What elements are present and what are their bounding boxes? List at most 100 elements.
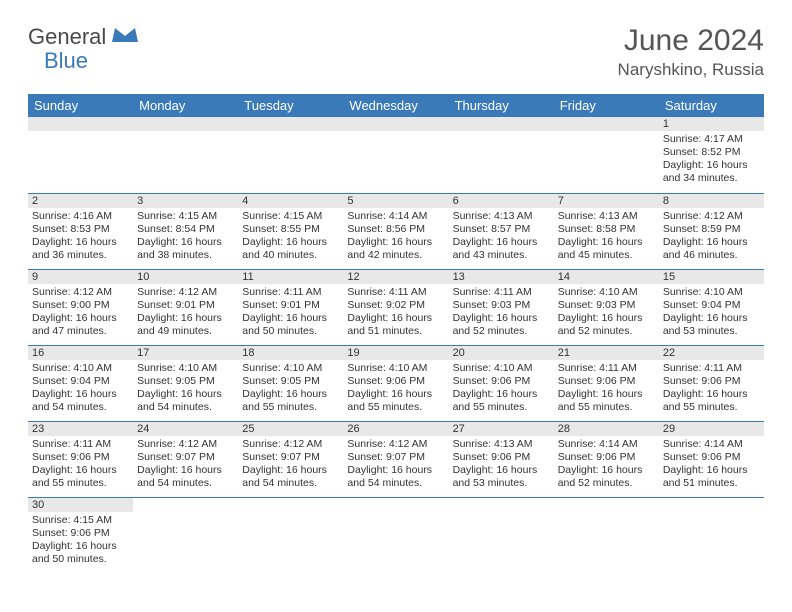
calendar-day-cell: 15Sunrise: 4:10 AMSunset: 9:04 PMDayligh… — [659, 269, 764, 345]
day-number: 13 — [449, 270, 554, 284]
sunrise-text: Sunrise: 4:13 AM — [558, 210, 655, 223]
day-number: 8 — [659, 194, 764, 208]
sunrise-text: Sunrise: 4:12 AM — [242, 438, 339, 451]
calendar-day-cell — [554, 497, 659, 573]
flag-icon — [112, 26, 138, 49]
sunset-text: Sunset: 8:59 PM — [663, 223, 760, 236]
sunset-text: Sunset: 9:02 PM — [347, 299, 444, 312]
sunrise-text: Sunrise: 4:15 AM — [242, 210, 339, 223]
daylight-text: Daylight: 16 hours and 53 minutes. — [453, 464, 550, 490]
day-number: 25 — [238, 422, 343, 436]
sunset-text: Sunset: 9:07 PM — [242, 451, 339, 464]
sunrise-text: Sunrise: 4:10 AM — [453, 362, 550, 375]
calendar-week-row: 2Sunrise: 4:16 AMSunset: 8:53 PMDaylight… — [28, 193, 764, 269]
day-number: 14 — [554, 270, 659, 284]
daylight-text: Daylight: 16 hours and 55 minutes. — [242, 388, 339, 414]
daylight-text: Daylight: 16 hours and 55 minutes. — [663, 388, 760, 414]
sunrise-text: Sunrise: 4:13 AM — [453, 210, 550, 223]
calendar-day-cell — [659, 497, 764, 573]
day-details: Sunrise: 4:15 AMSunset: 9:06 PMDaylight:… — [28, 512, 133, 569]
daylight-text: Daylight: 16 hours and 42 minutes. — [347, 236, 444, 262]
day-details: Sunrise: 4:14 AMSunset: 9:06 PMDaylight:… — [659, 436, 764, 493]
day-details: Sunrise: 4:12 AMSunset: 9:00 PMDaylight:… — [28, 284, 133, 341]
sunrise-text: Sunrise: 4:15 AM — [32, 514, 129, 527]
day-details: Sunrise: 4:11 AMSunset: 9:01 PMDaylight:… — [238, 284, 343, 341]
calendar-week-row: 9Sunrise: 4:12 AMSunset: 9:00 PMDaylight… — [28, 269, 764, 345]
calendar-day-cell — [343, 117, 448, 193]
day-number: 11 — [238, 270, 343, 284]
calendar-day-cell: 11Sunrise: 4:11 AMSunset: 9:01 PMDayligh… — [238, 269, 343, 345]
sunset-text: Sunset: 9:01 PM — [137, 299, 234, 312]
sunset-text: Sunset: 9:06 PM — [663, 375, 760, 388]
sunrise-text: Sunrise: 4:12 AM — [137, 438, 234, 451]
sunset-text: Sunset: 9:03 PM — [453, 299, 550, 312]
calendar-day-cell: 28Sunrise: 4:14 AMSunset: 9:06 PMDayligh… — [554, 421, 659, 497]
calendar-day-cell: 22Sunrise: 4:11 AMSunset: 9:06 PMDayligh… — [659, 345, 764, 421]
calendar-day-cell: 6Sunrise: 4:13 AMSunset: 8:57 PMDaylight… — [449, 193, 554, 269]
daylight-text: Daylight: 16 hours and 52 minutes. — [453, 312, 550, 338]
calendar-day-cell — [343, 497, 448, 573]
calendar-day-cell: 2Sunrise: 4:16 AMSunset: 8:53 PMDaylight… — [28, 193, 133, 269]
daylight-text: Daylight: 16 hours and 53 minutes. — [663, 312, 760, 338]
day-details: Sunrise: 4:10 AMSunset: 9:03 PMDaylight:… — [554, 284, 659, 341]
sunrise-text: Sunrise: 4:10 AM — [663, 286, 760, 299]
sunrise-text: Sunrise: 4:16 AM — [32, 210, 129, 223]
title-block: June 2024 Naryshkino, Russia — [618, 24, 764, 80]
day-details: Sunrise: 4:11 AMSunset: 9:02 PMDaylight:… — [343, 284, 448, 341]
sunrise-text: Sunrise: 4:14 AM — [558, 438, 655, 451]
calendar-day-cell: 26Sunrise: 4:12 AMSunset: 9:07 PMDayligh… — [343, 421, 448, 497]
daylight-text: Daylight: 16 hours and 50 minutes. — [32, 540, 129, 566]
sunset-text: Sunset: 8:54 PM — [137, 223, 234, 236]
daylight-text: Daylight: 16 hours and 54 minutes. — [347, 464, 444, 490]
calendar-day-cell: 20Sunrise: 4:10 AMSunset: 9:06 PMDayligh… — [449, 345, 554, 421]
day-details: Sunrise: 4:11 AMSunset: 9:06 PMDaylight:… — [554, 360, 659, 417]
day-details: Sunrise: 4:11 AMSunset: 9:06 PMDaylight:… — [28, 436, 133, 493]
calendar-day-cell — [133, 117, 238, 193]
sunset-text: Sunset: 9:07 PM — [137, 451, 234, 464]
day-number: 10 — [133, 270, 238, 284]
day-number: 6 — [449, 194, 554, 208]
daylight-text: Daylight: 16 hours and 55 minutes. — [453, 388, 550, 414]
calendar-day-cell — [238, 117, 343, 193]
day-number: 19 — [343, 346, 448, 360]
weekday-header: Friday — [554, 94, 659, 117]
calendar-day-cell: 4Sunrise: 4:15 AMSunset: 8:55 PMDaylight… — [238, 193, 343, 269]
daylight-text: Daylight: 16 hours and 38 minutes. — [137, 236, 234, 262]
day-details: Sunrise: 4:10 AMSunset: 9:04 PMDaylight:… — [659, 284, 764, 341]
day-details: Sunrise: 4:14 AMSunset: 9:06 PMDaylight:… — [554, 436, 659, 493]
sunset-text: Sunset: 9:06 PM — [32, 451, 129, 464]
calendar-day-cell: 19Sunrise: 4:10 AMSunset: 9:06 PMDayligh… — [343, 345, 448, 421]
day-details: Sunrise: 4:12 AMSunset: 9:01 PMDaylight:… — [133, 284, 238, 341]
day-number: 28 — [554, 422, 659, 436]
calendar-day-cell — [449, 117, 554, 193]
day-number: 30 — [28, 498, 133, 512]
daylight-text: Daylight: 16 hours and 36 minutes. — [32, 236, 129, 262]
daylight-text: Daylight: 16 hours and 55 minutes. — [558, 388, 655, 414]
calendar-day-cell: 29Sunrise: 4:14 AMSunset: 9:06 PMDayligh… — [659, 421, 764, 497]
day-details: Sunrise: 4:15 AMSunset: 8:55 PMDaylight:… — [238, 208, 343, 265]
daylight-text: Daylight: 16 hours and 54 minutes. — [32, 388, 129, 414]
sunset-text: Sunset: 9:05 PM — [137, 375, 234, 388]
location: Naryshkino, Russia — [618, 60, 764, 80]
calendar-day-cell: 23Sunrise: 4:11 AMSunset: 9:06 PMDayligh… — [28, 421, 133, 497]
weekday-header-row: Sunday Monday Tuesday Wednesday Thursday… — [28, 94, 764, 117]
weekday-header: Tuesday — [238, 94, 343, 117]
sunset-text: Sunset: 8:56 PM — [347, 223, 444, 236]
day-details: Sunrise: 4:10 AMSunset: 9:06 PMDaylight:… — [449, 360, 554, 417]
sunrise-text: Sunrise: 4:15 AM — [137, 210, 234, 223]
sunset-text: Sunset: 9:00 PM — [32, 299, 129, 312]
day-details: Sunrise: 4:11 AMSunset: 9:06 PMDaylight:… — [659, 360, 764, 417]
weekday-header: Saturday — [659, 94, 764, 117]
day-details: Sunrise: 4:11 AMSunset: 9:03 PMDaylight:… — [449, 284, 554, 341]
sunset-text: Sunset: 9:01 PM — [242, 299, 339, 312]
sunrise-text: Sunrise: 4:12 AM — [347, 438, 444, 451]
calendar-day-cell: 27Sunrise: 4:13 AMSunset: 9:06 PMDayligh… — [449, 421, 554, 497]
weekday-header: Wednesday — [343, 94, 448, 117]
day-details: Sunrise: 4:10 AMSunset: 9:05 PMDaylight:… — [238, 360, 343, 417]
sunrise-text: Sunrise: 4:10 AM — [242, 362, 339, 375]
daylight-text: Daylight: 16 hours and 43 minutes. — [453, 236, 550, 262]
daylight-text: Daylight: 16 hours and 55 minutes. — [32, 464, 129, 490]
day-details: Sunrise: 4:14 AMSunset: 8:56 PMDaylight:… — [343, 208, 448, 265]
weekday-header: Thursday — [449, 94, 554, 117]
sunrise-text: Sunrise: 4:10 AM — [558, 286, 655, 299]
